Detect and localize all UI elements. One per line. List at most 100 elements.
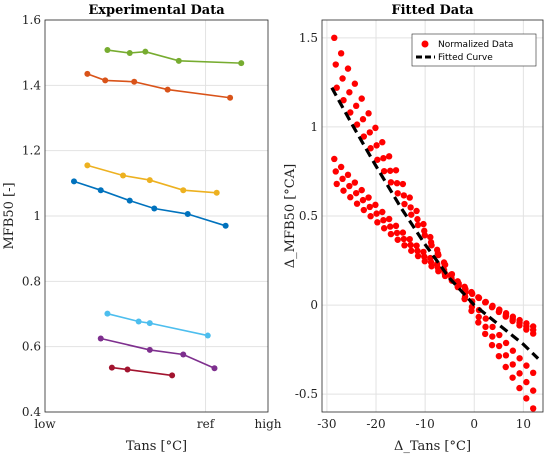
normalized-data-point [394,190,401,197]
normalized-data-point [529,387,537,394]
normalized-data-point [340,96,347,104]
left-series-point [142,48,149,55]
normalized-data-point [353,200,361,207]
normalized-data-point [366,129,373,136]
normalized-data-point [407,204,414,211]
normalized-data-point [380,154,387,162]
normalized-data-point [516,384,523,392]
normalized-data-point [392,222,400,230]
normalized-data-point [374,219,381,226]
left-series-point [97,335,104,342]
left-plot-frame [44,19,269,413]
right-y-tick-label: 0 [310,298,318,312]
normalized-data-point [352,189,360,197]
left-series-point [146,177,153,184]
normalized-data-point [339,175,346,183]
normalized-data-point [421,232,428,239]
left-series-point [84,70,91,77]
normalized-data-point [414,216,421,223]
normalized-data-point [523,395,530,402]
normalized-data-point [495,352,503,360]
left-series-point [120,172,127,179]
left-series-point [131,78,138,85]
normalized-data-point [408,211,415,218]
left-series-point [164,86,171,93]
normalized-data-point [502,339,510,347]
normalized-data-point [502,352,510,359]
right-x-tick-label: 10 [516,417,531,431]
normalized-data-point [407,241,414,249]
normalized-data-point [509,361,516,368]
normalized-data-point [387,179,395,186]
normalized-data-point [414,247,421,255]
normalized-data-point [331,34,338,42]
left-series-point [146,346,153,353]
normalized-data-point [351,179,359,186]
normalized-data-point [529,369,537,376]
left-series-point [146,320,153,327]
normalized-data-point [380,216,387,224]
normalized-data-point [482,298,489,306]
left-series-point [184,211,191,218]
normalized-data-point [502,363,509,371]
normalized-data-point [516,370,523,377]
normalized-data-point [496,306,503,313]
normalized-data-point [352,102,360,110]
legend-marker-normalized [421,40,429,48]
left-series-point [180,187,187,194]
right-plot-frame [321,19,544,413]
normalized-data-point [346,89,353,96]
left-series-point [104,310,111,317]
left-y-tick-label: 0.4 [22,405,41,419]
normalized-data-point [333,84,340,91]
right-y-axis-label: Δ_MFB50 [°CA] [283,164,298,268]
normalized-data-point [379,139,386,146]
left-series-point [213,189,220,196]
normalized-data-point [373,142,380,149]
normalized-data-point [428,263,435,270]
normalized-data-point [392,167,400,174]
normalized-data-point [359,196,367,204]
normalized-data-point [496,331,503,339]
left-y-tick-label: 1.4 [22,78,41,92]
left-series-line [111,366,173,377]
normalized-data-point [347,109,354,116]
normalized-data-point [406,235,413,243]
left-series-point [238,60,245,67]
normalized-data-point [516,316,523,324]
normalized-data-point [523,320,530,327]
normalized-data-point [495,342,503,350]
left-series-point [108,364,115,371]
normalized-data-point [372,124,379,132]
left-y-tick-label: 0.8 [22,274,41,288]
right-x-tick-label: -20 [366,417,385,431]
right-y-tick-label: 0.5 [299,209,318,223]
left-series-point [70,178,77,185]
left-y-tick-label: 1.2 [22,144,41,158]
normalized-data-point [523,362,530,369]
left-chart-title: Experimental Data [88,3,225,18]
normalized-data-point [475,313,482,321]
left-series-line [107,312,208,337]
normalized-data-point [406,194,413,201]
normalized-data-point [401,200,408,208]
normalized-data-point [421,258,428,265]
normalized-data-point [482,323,489,331]
normalized-data-point [344,171,352,179]
normalized-data-point [387,167,394,174]
left-y-axis-label: MFB50 [-] [2,182,17,249]
right-y-tick-label: -0.5 [295,387,318,401]
normalized-data-point [428,242,435,249]
normalized-data-point [374,156,381,163]
normalized-data-point [523,378,530,386]
right-x-tick-label: -10 [415,417,434,431]
normalized-data-point [387,223,394,230]
normalized-data-point [509,313,517,320]
normalized-data-point [435,267,442,275]
normalized-data-point [353,121,361,128]
normalized-data-point [516,355,523,362]
right-y-tick-label: 1 [310,120,318,134]
left-series-point [180,351,187,358]
normalized-data-point [400,235,408,243]
normalized-data-point [455,281,462,289]
